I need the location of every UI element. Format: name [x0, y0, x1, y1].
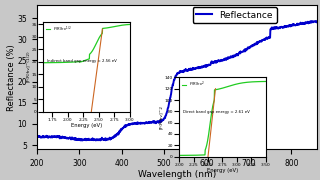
X-axis label: Energy (eV): Energy (eV) — [71, 123, 102, 128]
Text: Indirect band gap energy = 2.56 eV: Indirect band gap energy = 2.56 eV — [47, 59, 116, 63]
Y-axis label: [F(R)hv]^2: [F(R)hv]^2 — [159, 105, 163, 129]
Y-axis label: [F(R)hv]^(1/2): [F(R)hv]^(1/2) — [26, 51, 30, 82]
X-axis label: Wavelength (nm): Wavelength (nm) — [138, 170, 216, 179]
Text: Direct band gap energy = 2.61 eV: Direct band gap energy = 2.61 eV — [183, 110, 249, 114]
Y-axis label: Reflectance (%): Reflectance (%) — [7, 44, 16, 111]
Legend: $F(R)h\nu^2$: $F(R)h\nu^2$ — [181, 79, 206, 90]
X-axis label: Energy (eV): Energy (eV) — [207, 168, 238, 173]
Legend: Reflectance: Reflectance — [193, 7, 277, 23]
Legend: $F(R)h\nu^{1/2}$: $F(R)h\nu^{1/2}$ — [45, 24, 72, 34]
